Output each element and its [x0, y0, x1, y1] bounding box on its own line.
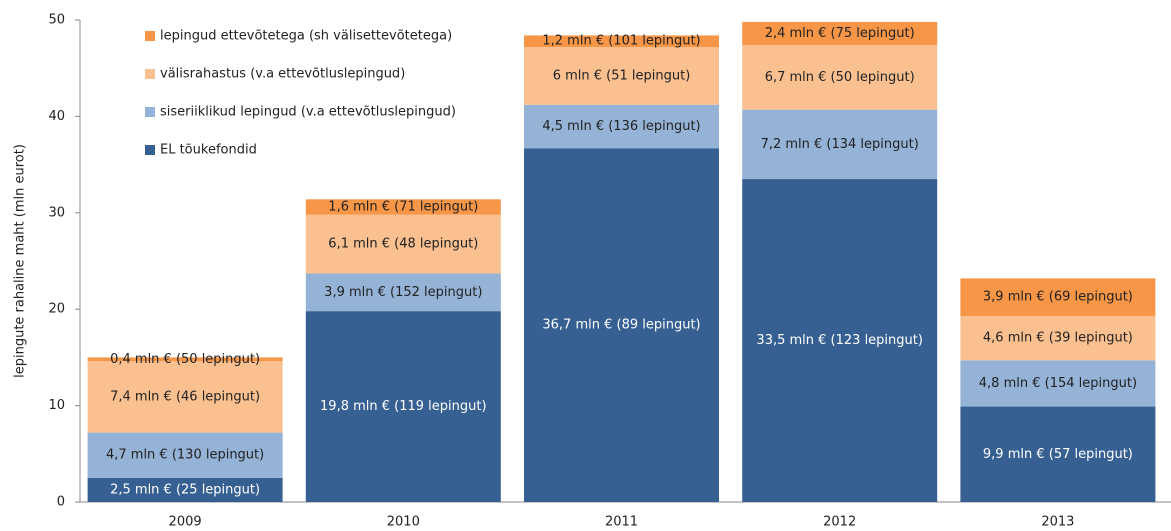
value-label: 0,4 mln € (50 lepingut): [110, 352, 260, 367]
bar-segment: [87, 357, 283, 362]
value-label: 6 mln € (51 lepingut): [553, 68, 691, 83]
value-label: 2,5 mln € (25 lepingut): [110, 482, 260, 497]
bar-segment: [305, 311, 501, 502]
bar-segment: [87, 477, 283, 502]
value-label: 33,5 mln € (123 lepingut): [756, 333, 923, 348]
bar-segment: [742, 109, 938, 180]
legend-label: siseriiklikud lepingud (v.a ettevõtlusle…: [160, 105, 456, 120]
value-label: 4,5 mln € (136 lepingut): [542, 119, 700, 134]
bar-segment: [87, 432, 283, 478]
bar-segment: [524, 148, 719, 502]
legend-swatch: [145, 31, 155, 41]
y-axis-label: lepingute rahaline maht (mln eurot): [13, 144, 28, 378]
bar-segment: [960, 360, 1156, 407]
value-label: 2,4 mln € (75 lepingut): [765, 26, 915, 41]
bar-segment: [305, 273, 501, 312]
value-label: 4,6 mln € (39 lepingut): [983, 331, 1133, 346]
legend-swatch: [145, 145, 155, 155]
value-label: 1,6 mln € (71 lepingut): [328, 200, 478, 215]
bar-segment: [742, 45, 938, 110]
x-tick-label: 2010: [387, 515, 420, 530]
value-label: 36,7 mln € (89 lepingut): [542, 318, 700, 333]
value-label: 7,2 mln € (134 lepingut): [761, 137, 919, 152]
bar-segment: [524, 35, 719, 47]
x-tick-label: 2011: [605, 515, 638, 530]
y-tick-label: 0: [57, 495, 65, 510]
value-label: 4,7 mln € (130 lepingut): [106, 448, 264, 463]
legend-label: välisrahastus (v.a ettevõtluslepingud): [160, 67, 405, 82]
bar-segment: [742, 179, 938, 502]
value-label: 3,9 mln € (152 lepingut): [324, 285, 482, 300]
x-tick-label: 2009: [169, 515, 202, 530]
value-label: 6,7 mln € (50 lepingut): [765, 70, 915, 85]
value-label: 19,8 mln € (119 lepingut): [320, 399, 487, 414]
value-label: 6,1 mln € (48 lepingut): [328, 237, 478, 252]
bar-segment: [524, 46, 719, 105]
bar-segment: [305, 214, 501, 274]
bar-segment: [960, 406, 1156, 502]
legend-swatch: [145, 69, 155, 79]
bar-segment: [524, 104, 719, 149]
legend-label: lepingud ettevõtetega (sh välisettevõtet…: [160, 29, 452, 44]
y-tick-label: 20: [48, 302, 65, 317]
value-label: 7,4 mln € (46 lepingut): [110, 389, 260, 404]
legend-swatch: [145, 107, 155, 117]
bar-segment: [960, 278, 1156, 316]
x-tick-label: 2012: [823, 515, 856, 530]
y-tick-label: 40: [48, 109, 65, 124]
x-tick-label: 2013: [1041, 515, 1074, 530]
bar-segment: [87, 361, 283, 433]
y-tick-label: 50: [48, 13, 65, 28]
value-label: 3,9 mln € (69 lepingut): [983, 290, 1133, 305]
value-label: 1,2 mln € (101 lepingut): [542, 34, 700, 49]
value-label: 9,9 mln € (57 lepingut): [983, 447, 1133, 462]
value-label: 4,8 mln € (154 lepingut): [979, 376, 1137, 391]
y-tick-label: 30: [48, 205, 65, 220]
legend-label: EL tõukefondid: [160, 143, 257, 158]
bar-segment: [742, 21, 938, 46]
bar-segment: [960, 315, 1156, 361]
bar-segment: [305, 199, 501, 215]
y-tick-label: 10: [48, 398, 65, 413]
